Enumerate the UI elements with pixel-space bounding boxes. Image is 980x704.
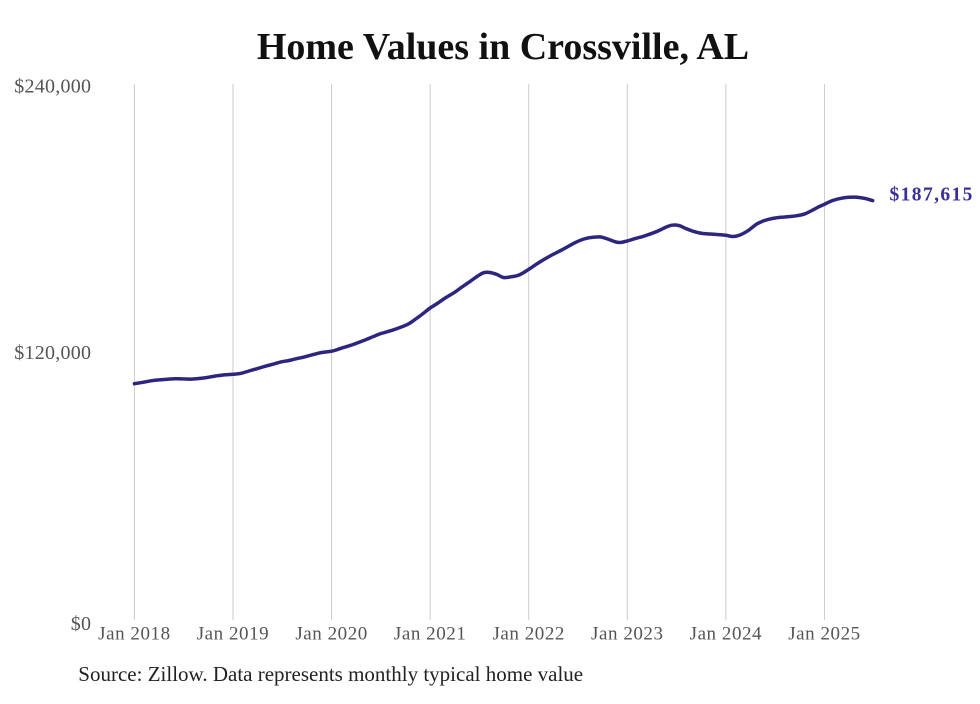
svg-text:Jan 2025: Jan 2025 <box>788 623 860 644</box>
svg-text:Jan 2020: Jan 2020 <box>295 623 367 644</box>
svg-text:$240,000: $240,000 <box>14 75 91 97</box>
svg-text:$0: $0 <box>71 613 92 635</box>
svg-text:Jan 2023: Jan 2023 <box>591 623 663 644</box>
svg-text:Jan 2019: Jan 2019 <box>197 623 269 644</box>
svg-text:Jan 2024: Jan 2024 <box>690 623 762 644</box>
svg-text:Home Values in Crossville, AL: Home Values in Crossville, AL <box>257 26 749 68</box>
svg-text:$187,615: $187,615 <box>890 185 974 206</box>
svg-text:Jan 2022: Jan 2022 <box>492 623 564 644</box>
svg-text:Jan 2021: Jan 2021 <box>394 623 466 644</box>
svg-text:$120,000: $120,000 <box>14 342 91 364</box>
svg-text:Source: Zillow. Data represent: Source: Zillow. Data represents monthly … <box>78 662 583 686</box>
svg-text:Jan 2018: Jan 2018 <box>98 623 170 644</box>
